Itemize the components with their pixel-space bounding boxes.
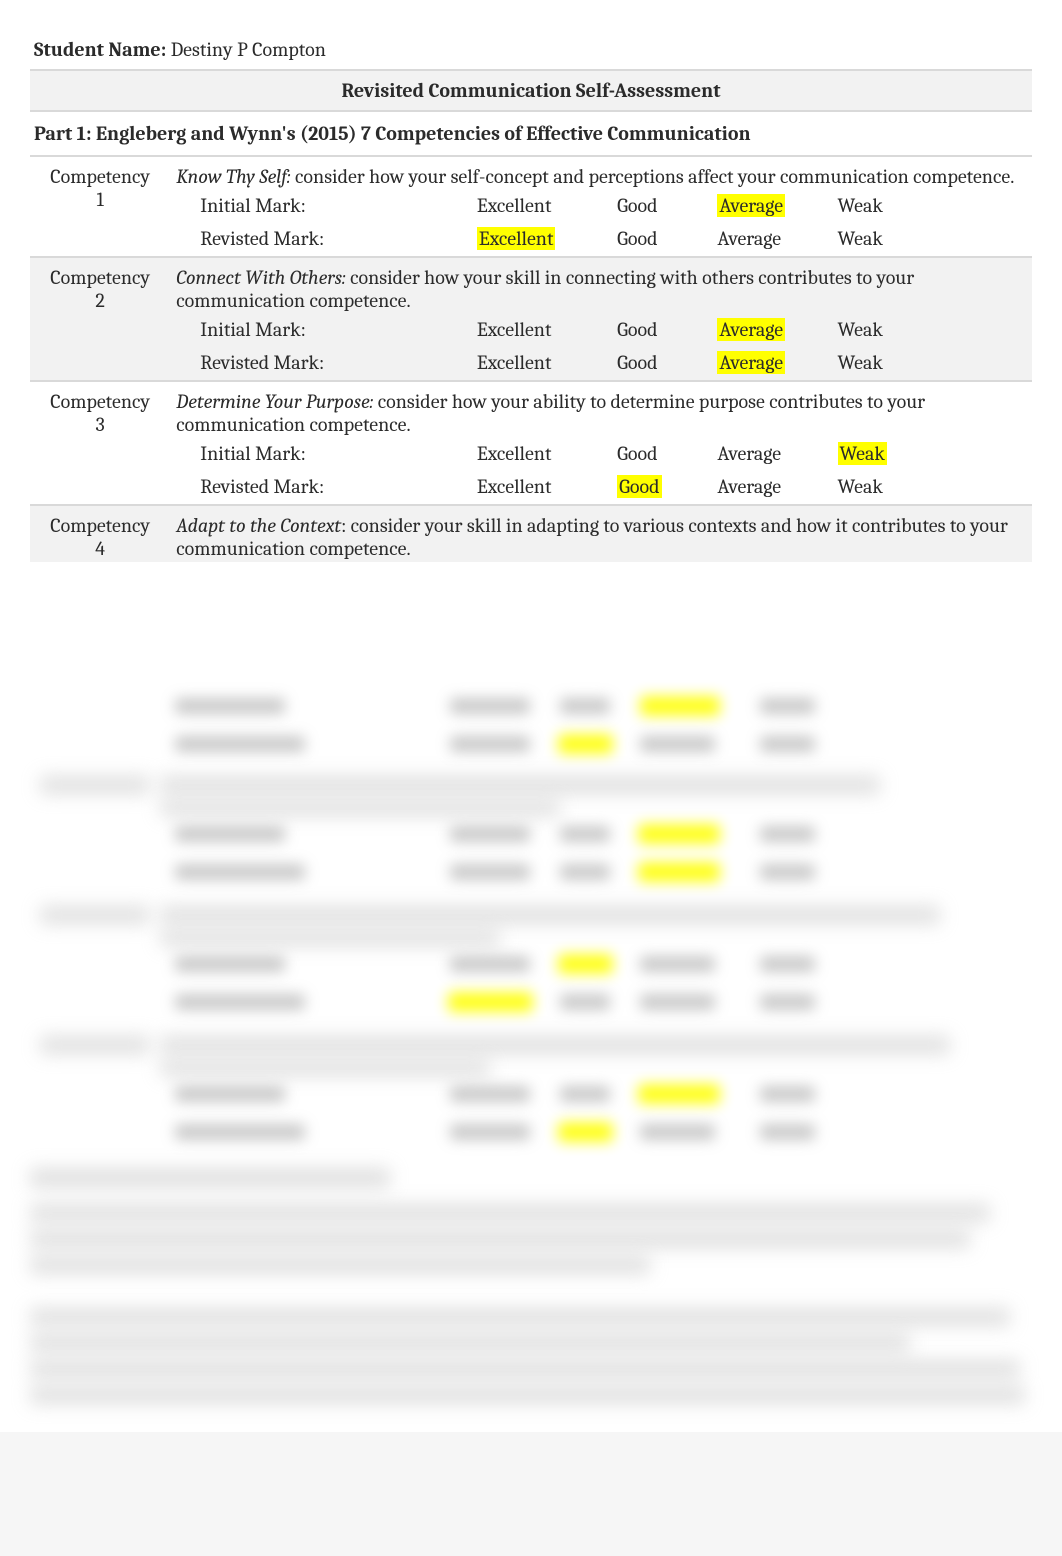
option-good: Good	[611, 190, 711, 223]
part-1-heading: Part 1: Engleberg and Wynn's (2015) 7 Co…	[30, 112, 1032, 157]
option-average: Average	[711, 438, 831, 471]
option-good: Good	[611, 347, 711, 380]
initial-mark-label: Initial Mark:	[170, 438, 471, 471]
competency-row: Competency2 Connect With Others: conside…	[30, 257, 1032, 314]
page: Student Name: Destiny P Compton Revisite…	[0, 0, 1062, 1432]
competency-desc: Determine Your Purpose: consider how you…	[170, 381, 1032, 438]
option-excellent: Excellent	[471, 190, 611, 223]
option-excellent: Excellent	[471, 223, 611, 256]
option-average: Average	[711, 314, 831, 347]
option-good: Good	[611, 471, 711, 504]
option-excellent: Excellent	[471, 438, 611, 471]
competency-label: Competency3	[30, 381, 170, 504]
option-weak: Weak	[832, 314, 1032, 347]
option-average: Average	[711, 347, 831, 380]
mark-row-initial: Initial Mark: Excellent Good Average Wea…	[30, 314, 1032, 347]
mark-row-initial: Initial Mark: Excellent Good Average Wea…	[30, 438, 1032, 471]
revisted-mark-label: Revisted Mark:	[170, 223, 471, 256]
option-weak: Weak	[832, 471, 1032, 504]
mark-row-revisted: Revisted Mark: Excellent Good Average We…	[30, 347, 1032, 380]
option-average: Average	[711, 471, 831, 504]
competency-label: Competency1	[30, 157, 170, 256]
student-name-row: Student Name: Destiny P Compton	[30, 30, 1032, 71]
revisted-mark-label: Revisted Mark:	[170, 347, 471, 380]
option-average: Average	[711, 190, 831, 223]
option-excellent: Excellent	[471, 471, 611, 504]
option-average: Average	[711, 223, 831, 256]
competency-desc: Connect With Others: consider how your s…	[170, 257, 1032, 314]
mark-row-revisted: Revisted Mark: Excellent Good Average We…	[30, 223, 1032, 256]
option-good: Good	[611, 438, 711, 471]
mark-row-initial: Initial Mark: Excellent Good Average Wea…	[30, 190, 1032, 223]
initial-mark-label: Initial Mark:	[170, 190, 471, 223]
option-excellent: Excellent	[471, 314, 611, 347]
option-weak: Weak	[832, 190, 1032, 223]
competency-desc: Know Thy Self: consider how your self-co…	[170, 157, 1032, 190]
option-good: Good	[611, 314, 711, 347]
mark-row-revisted: Revisted Mark: Excellent Good Average We…	[30, 471, 1032, 504]
revisted-mark-label: Revisted Mark:	[170, 471, 471, 504]
option-good: Good	[611, 223, 711, 256]
student-name-value: Destiny P Compton	[171, 38, 326, 61]
competency-desc: Adapt to the Context: consider your skil…	[170, 505, 1032, 562]
assessment-title: Revisited Communication Self-Assessment	[30, 71, 1032, 112]
competency-table: Competency1 Know Thy Self: consider how …	[30, 157, 1032, 562]
competency-row: Competency4 Adapt to the Context: consid…	[30, 505, 1032, 562]
option-excellent: Excellent	[471, 347, 611, 380]
student-name-label: Student Name:	[34, 38, 166, 61]
competency-row: Competency1 Know Thy Self: consider how …	[30, 157, 1032, 190]
initial-mark-label: Initial Mark:	[170, 314, 471, 347]
competency-row: Competency3 Determine Your Purpose: cons…	[30, 381, 1032, 438]
option-weak: Weak	[832, 347, 1032, 380]
competency-label: Competency4	[30, 505, 170, 562]
option-weak: Weak	[832, 438, 1032, 471]
option-weak: Weak	[832, 223, 1032, 256]
competency-label: Competency2	[30, 257, 170, 380]
